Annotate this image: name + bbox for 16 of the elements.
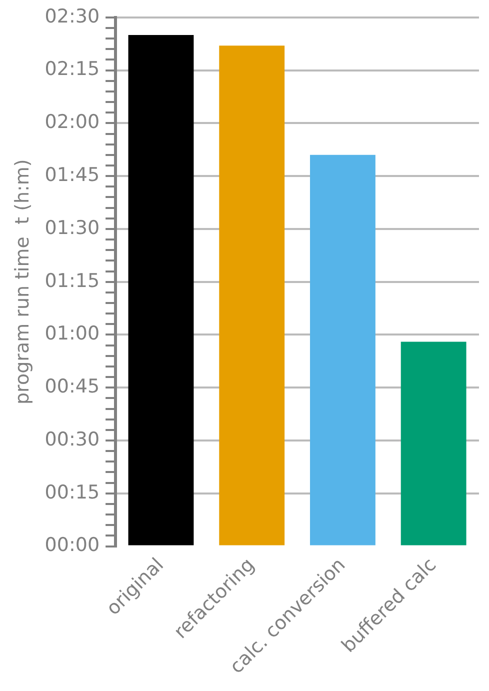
- y-tick-label: 02:30: [44, 5, 100, 28]
- bar: [310, 154, 376, 546]
- bar: [400, 342, 466, 546]
- y-tick-label: 00:45: [44, 376, 100, 398]
- bar: [219, 46, 285, 546]
- y-tick-label: 01:15: [44, 270, 100, 292]
- y-tick-label: 02:15: [44, 58, 100, 80]
- y-tick-label: 01:45: [44, 164, 100, 186]
- y-tick-label: 00:15: [44, 481, 100, 504]
- y-tick-label: 01:30: [44, 216, 100, 239]
- y-tick-label: 02:00: [44, 111, 100, 134]
- y-axis-title: program run time t (h:m): [11, 159, 34, 405]
- y-tick-label: 01:00: [44, 322, 100, 345]
- bar: [128, 35, 194, 546]
- y-tick-label: 00:30: [44, 428, 100, 450]
- y-tick-label: 00:00: [44, 534, 100, 556]
